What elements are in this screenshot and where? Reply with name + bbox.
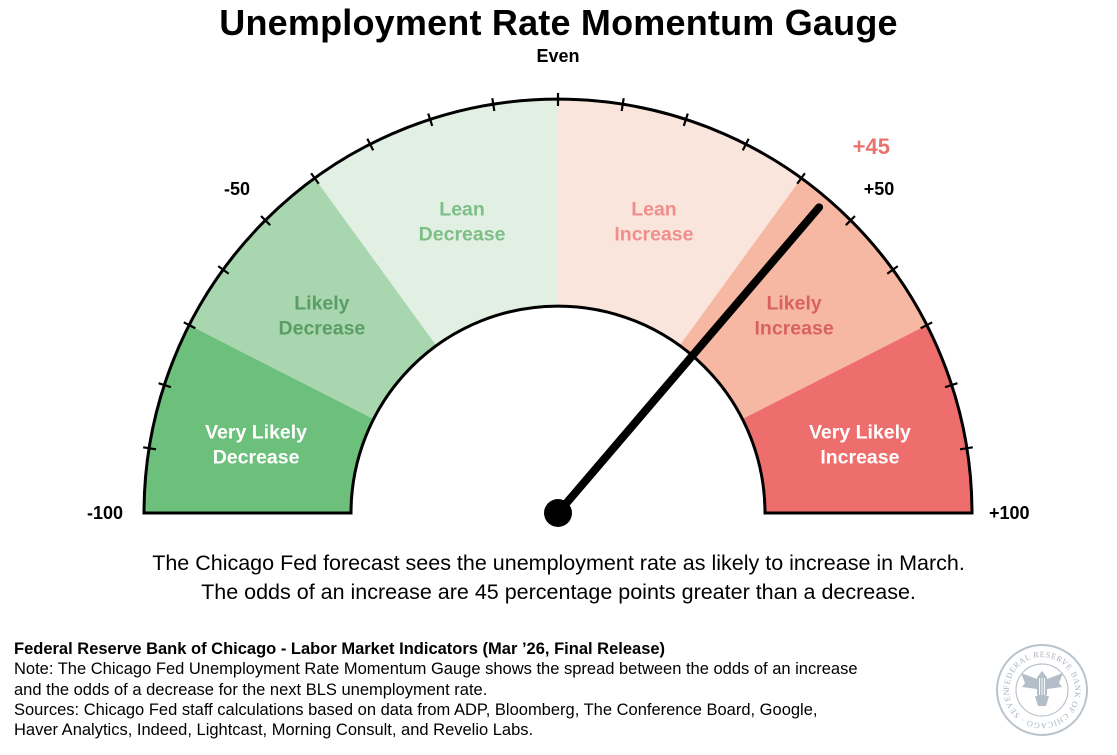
gauge-zone-labels: Very Likely Decrease Likely Decrease Lean Dec… <box>205 199 911 469</box>
scale-label-100: +100 <box>989 503 1030 523</box>
tick-mark <box>217 265 230 275</box>
tick-mark <box>959 446 974 451</box>
zone-likely-decrease-label: Likely Decrease <box>279 292 366 339</box>
tick-mark <box>741 138 750 151</box>
scale-label-50: +50 <box>864 179 895 199</box>
zone-very-likely-decrease-label: Very Likely Decrease <box>205 422 307 469</box>
tick-mark <box>796 172 806 185</box>
footer-sources-line-1: Sources: Chicago Fed staff calculations … <box>14 700 818 719</box>
tick-mark <box>491 97 496 112</box>
zone-lean-decrease <box>314 99 558 346</box>
gauge-scale-labels: -100 -50 Even +50 +100 <box>87 46 1030 523</box>
footer-sources-line-2: Haver Analytics, Indeed, Lightcast, Morn… <box>14 721 534 740</box>
tick-mark <box>366 138 375 151</box>
tick-mark <box>886 265 899 275</box>
scale-label-100: -100 <box>87 503 123 523</box>
tick-mark <box>944 382 958 389</box>
tick-mark <box>158 382 172 389</box>
footer-note-line-2: and the odds of a decrease for the next … <box>14 680 488 699</box>
footer-note-line-1: Note: The Chicago Fed Unemployment Rate … <box>14 660 858 679</box>
zone-likely-increase-label: Likely Increase <box>755 292 834 339</box>
forecast-summary: The Chicago Fed forecast sees the unempl… <box>0 549 1117 607</box>
tick-mark <box>142 446 157 451</box>
zone-lean-decrease-label: Lean Decrease <box>419 199 506 246</box>
scale-label-even: Even <box>536 46 579 66</box>
zone-very-likely-increase-label: Very Likely Increase <box>809 422 911 469</box>
footer-source: Federal Reserve Bank of Chicago - Labor … <box>14 640 666 658</box>
zone-likely-increase <box>679 178 927 420</box>
chart-title: Unemployment Rate Momentum Gauge <box>219 2 898 43</box>
zone-very-likely-increase <box>742 325 972 513</box>
scale-label-50: -50 <box>224 179 250 199</box>
tick-mark <box>620 97 625 112</box>
value-label: +45 <box>853 134 890 159</box>
zone-very-likely-decrease <box>144 325 374 513</box>
summary-line-2: The odds of an increase are 45 percentag… <box>201 580 916 604</box>
tick-mark <box>845 215 856 226</box>
gauge-needle <box>554 203 824 517</box>
needle-hub <box>544 499 572 527</box>
tick-mark <box>260 215 271 226</box>
gauge-outline <box>142 97 974 515</box>
gauge-ticks <box>142 93 974 451</box>
gauge-zones <box>142 97 974 515</box>
summary-line-1: The Chicago Fed forecast sees the unempl… <box>152 551 965 575</box>
zone-lean-increase <box>558 99 802 346</box>
gauge-chart: Very Likely Decrease Likely Decrease Lean Dec… <box>87 46 1030 527</box>
tick-mark <box>427 113 434 127</box>
gauge-needle-group: +45 <box>544 134 890 527</box>
zone-lean-increase-label: Lean Increase <box>614 199 693 246</box>
tick-mark <box>183 321 196 330</box>
tick-mark <box>310 172 320 185</box>
federal-reserve-seal-icon: FEDERAL RESERVE BANK OF CHICAGO · SEVENT… <box>995 643 1088 736</box>
tick-mark <box>920 321 933 330</box>
tick-mark <box>682 113 689 127</box>
zone-likely-decrease <box>189 178 437 420</box>
chart-footer: Federal Reserve Bank of Chicago - Labor … <box>14 639 989 740</box>
